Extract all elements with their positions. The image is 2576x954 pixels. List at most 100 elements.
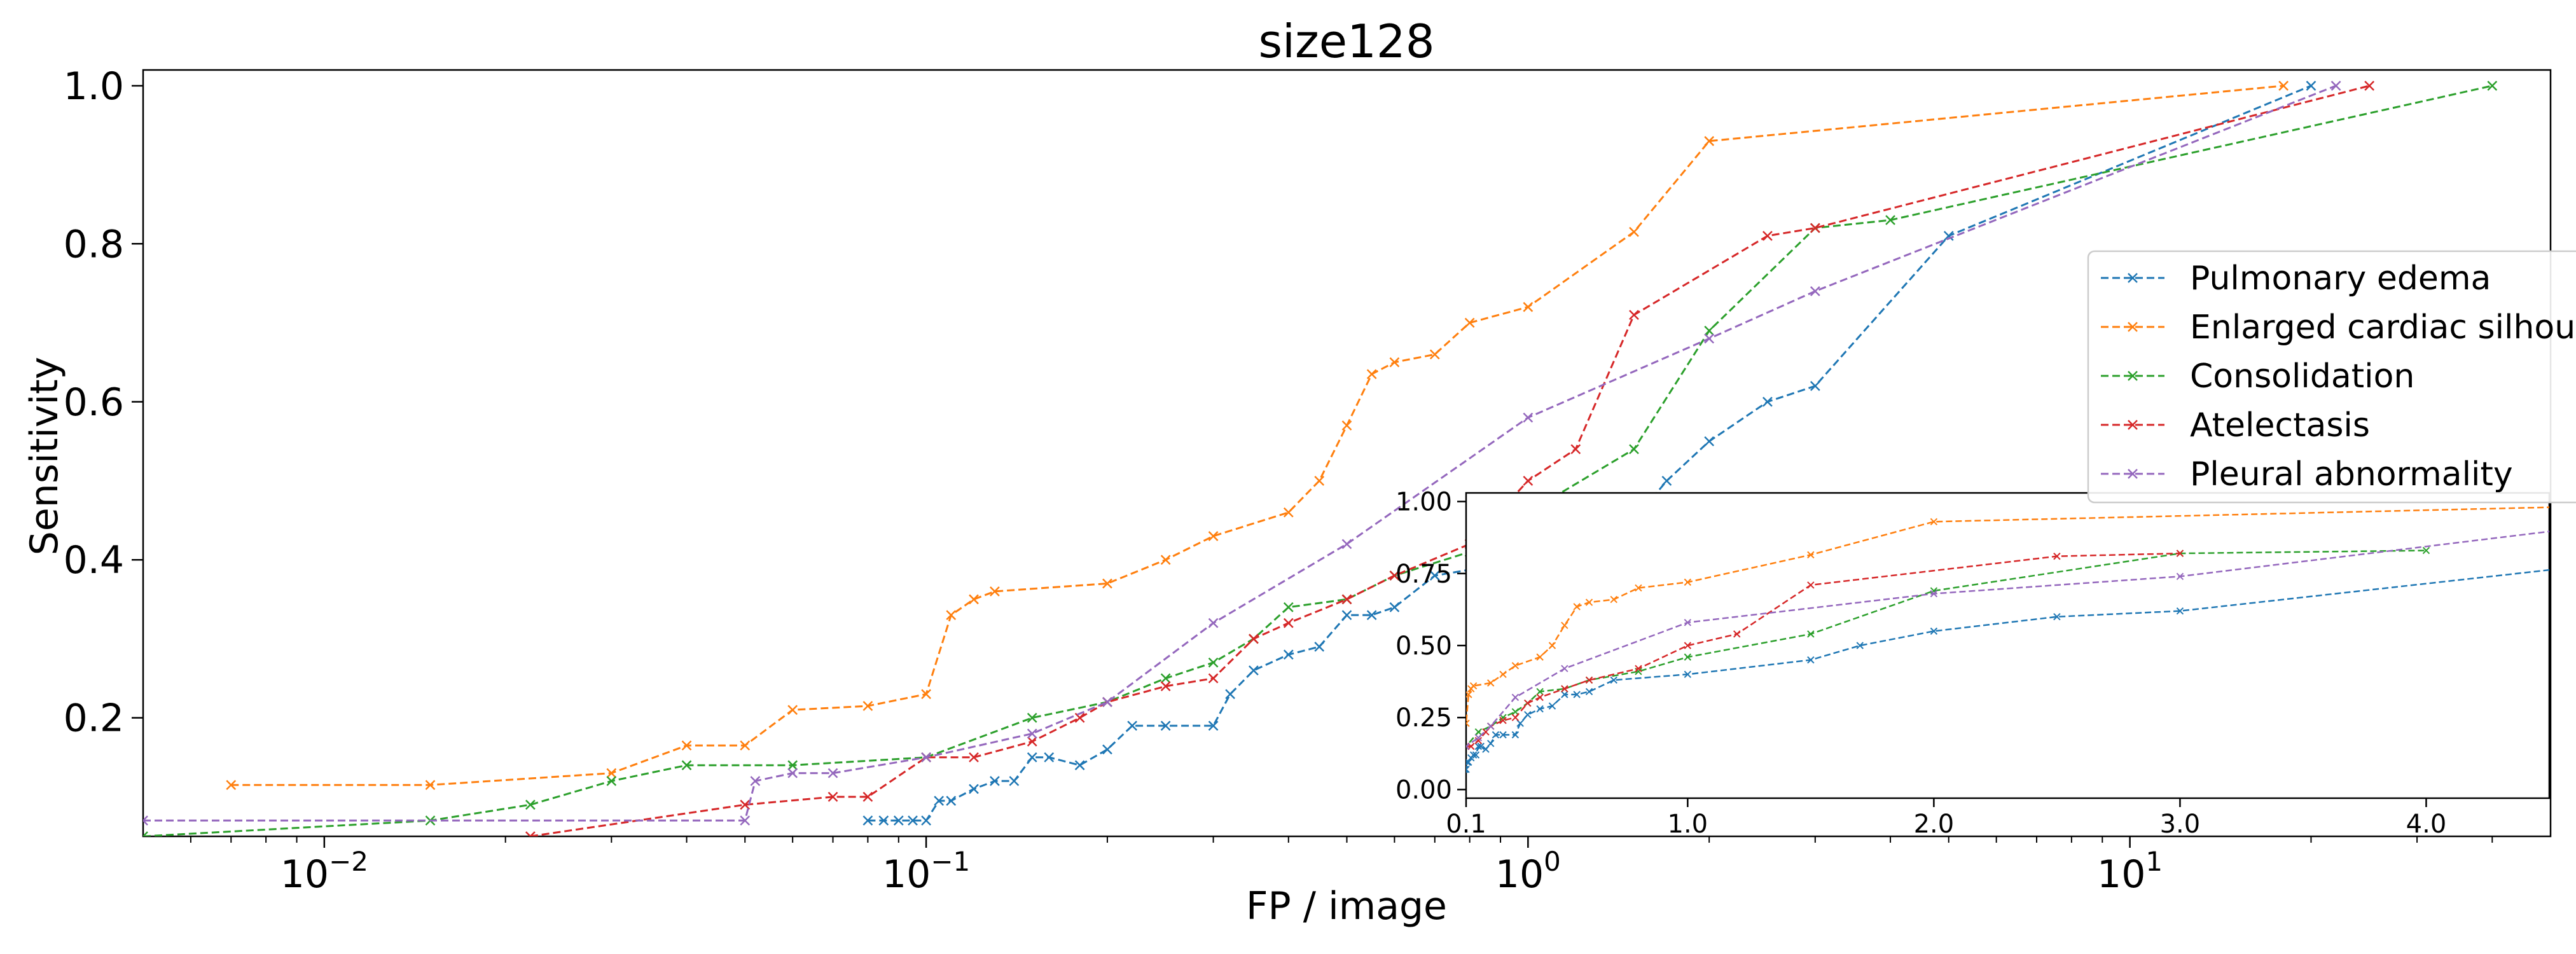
legend-item: Atelectasis	[2101, 406, 2370, 445]
inset-x-tick-label: 1.0	[1668, 810, 1708, 839]
data-point	[1341, 420, 1352, 431]
x-tick-label: 101	[2097, 846, 2163, 897]
data-point	[828, 792, 838, 802]
inset-y-tick-label: 0.50	[1395, 632, 1452, 661]
inset-data-point	[1807, 581, 1815, 589]
legend-label: Enlarged cardiac silhouette	[2190, 308, 2576, 347]
data-point	[226, 780, 237, 791]
data-point	[946, 796, 957, 806]
data-point	[740, 799, 751, 810]
inset-data-point	[1474, 728, 1483, 736]
inset-data-point	[1453, 746, 1460, 752]
inset-data-point	[1469, 682, 1478, 690]
data-point	[1009, 776, 1020, 786]
data-point	[1570, 444, 1581, 455]
inset-plot-frame	[1465, 492, 2551, 799]
inset-data-point	[1573, 603, 1581, 611]
data-point	[1044, 752, 1055, 763]
data-point	[1283, 507, 1294, 518]
inset-data-point	[1511, 693, 1520, 702]
data-point	[828, 768, 838, 778]
data-point	[1160, 681, 1171, 691]
data-point	[1704, 135, 1715, 146]
inset-data-point	[1610, 595, 1617, 604]
inset-data-point	[1585, 598, 1593, 606]
inset-data-point	[1446, 752, 1452, 758]
data-point	[921, 752, 931, 763]
data-point	[1102, 578, 1112, 589]
data-point	[525, 831, 536, 836]
data-point	[1704, 326, 1715, 336]
inset-data-point	[2176, 607, 2184, 615]
data-point	[750, 776, 761, 786]
data-point	[1283, 602, 1294, 612]
inset-data-point	[1536, 705, 1544, 713]
inset-x-tick-label: 2.0	[1914, 810, 1955, 839]
data-point	[1074, 760, 1085, 771]
data-point	[1810, 223, 1820, 233]
legend-marker	[2128, 469, 2138, 479]
data-point	[2306, 80, 2316, 91]
inset-data-point	[1561, 691, 1568, 698]
legend-marker	[2128, 420, 2138, 430]
inset-data-point	[1561, 685, 1568, 693]
data-point	[990, 586, 1000, 597]
data-point	[878, 815, 889, 826]
inset-data-point	[1511, 731, 1520, 739]
inset-data-point	[1446, 749, 1452, 756]
data-point	[990, 776, 1000, 786]
inset-data-point	[1492, 731, 1500, 739]
inset-data-point	[1585, 676, 1593, 684]
inset-data-point	[2422, 546, 2430, 555]
data-point	[2330, 80, 2341, 91]
series-line-4	[143, 85, 2337, 822]
inset-data-point	[1684, 670, 1692, 678]
data-point	[1661, 476, 1672, 486]
inset-data-point	[2176, 550, 2184, 557]
inset-data-point	[1511, 661, 1520, 670]
data-point	[1389, 357, 1400, 368]
data-point	[2487, 80, 2498, 91]
data-point	[1102, 744, 1112, 755]
data-point	[740, 740, 751, 751]
y-tick-label: 0.4	[64, 538, 124, 583]
inset-data-point	[1499, 717, 1507, 724]
data-point	[1523, 412, 1534, 423]
data-point	[862, 815, 873, 826]
data-point	[1629, 444, 1639, 455]
inset-data-point	[1684, 619, 1692, 626]
inset-data-point	[1807, 656, 1815, 664]
data-point	[921, 815, 931, 826]
data-point	[1283, 649, 1294, 660]
data-point	[1629, 226, 1639, 237]
data-point	[1762, 396, 1773, 407]
inset-x-tick-label: 3.0	[2160, 810, 2201, 839]
data-point	[969, 752, 979, 763]
legend-label: Atelectasis	[2190, 406, 2370, 445]
inset-data-point	[1561, 665, 1568, 672]
data-point	[1283, 618, 1294, 628]
main-plot: 10−2 10−1 100 101 0.2 0.4 0.6 0.8 1.0	[64, 64, 2552, 897]
inset-data-point	[1440, 753, 1446, 759]
y-tick-label: 0.6	[64, 380, 124, 425]
data-point	[1160, 673, 1171, 684]
series-line-2	[143, 85, 2493, 836]
legend-label: Pleural abnormality	[2190, 455, 2513, 494]
data-point	[1208, 721, 1219, 731]
data-point	[740, 815, 751, 826]
data-point	[1027, 728, 1037, 739]
inset-data-point	[1635, 584, 1642, 592]
data-point	[143, 831, 148, 836]
data-point	[893, 815, 904, 826]
data-point	[1704, 436, 1715, 446]
data-point	[1208, 657, 1219, 668]
inset-data-point	[1466, 742, 1470, 750]
data-point	[681, 740, 692, 751]
inset-data-point	[1474, 734, 1483, 742]
inset-data-point	[1458, 724, 1464, 731]
data-point	[1249, 665, 1259, 676]
data-point	[1102, 696, 1112, 707]
data-point	[1366, 369, 1377, 380]
data-point	[1389, 570, 1400, 581]
inset-data-point	[1524, 699, 1532, 707]
